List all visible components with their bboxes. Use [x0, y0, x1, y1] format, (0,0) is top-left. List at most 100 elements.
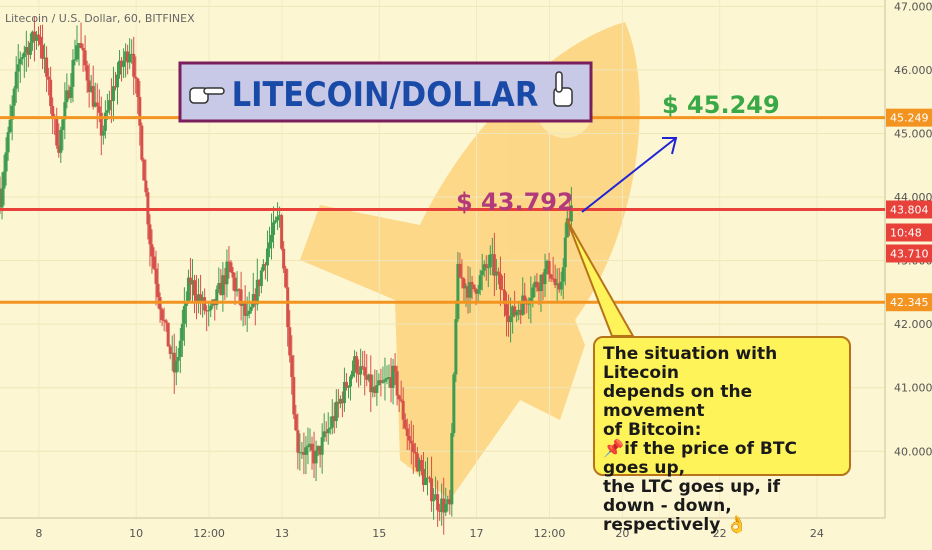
candle-body	[166, 322, 170, 347]
candle-body	[51, 106, 55, 117]
candle-body	[290, 355, 294, 378]
candle-body	[498, 273, 502, 290]
candle-body	[18, 58, 22, 65]
candle-body	[377, 380, 381, 386]
candle-body	[494, 271, 498, 276]
candle-body	[535, 281, 539, 288]
candle-body	[251, 294, 255, 307]
candle-body	[172, 352, 176, 373]
candle-body	[397, 395, 401, 400]
candle-body	[444, 503, 448, 513]
candle-body	[209, 305, 213, 311]
level-badge	[886, 108, 932, 127]
candle-body	[176, 356, 180, 361]
candle-body	[16, 64, 20, 72]
candle-body	[417, 460, 421, 472]
candle-body	[184, 302, 188, 307]
candle-body	[519, 309, 523, 315]
candle-body	[140, 125, 144, 160]
candle-body	[49, 79, 53, 107]
candle-body	[144, 180, 148, 193]
candle-body	[361, 366, 365, 368]
candle-body	[523, 295, 527, 301]
candle-body	[83, 50, 87, 66]
candle-body	[543, 268, 547, 285]
candle-body	[97, 106, 101, 113]
candle-body	[282, 248, 286, 269]
candle-body	[551, 278, 555, 280]
candle-body	[472, 284, 476, 290]
candle-body	[294, 414, 298, 431]
candle-body	[353, 356, 357, 371]
candle-body	[111, 86, 115, 101]
candle-body	[274, 220, 278, 223]
candle-body	[47, 76, 51, 80]
level-badge	[886, 200, 932, 219]
candle-body	[369, 374, 373, 393]
candle-body	[20, 57, 24, 59]
candle-body	[569, 205, 573, 222]
time-tick-label: 12:00	[193, 527, 225, 540]
time-axis[interactable]: 8 10 12:00 13 15 17 12:00 20 22 24	[35, 527, 824, 540]
candle-body	[89, 86, 93, 93]
time-tick-label: 24	[810, 527, 824, 540]
candle-body	[346, 386, 350, 388]
candle-body	[505, 304, 509, 316]
candle-body	[152, 256, 156, 269]
candle-body	[468, 282, 472, 298]
candle-body	[389, 377, 393, 388]
candle-body	[563, 237, 567, 268]
candle-body	[195, 295, 199, 302]
time-tick-label: 22	[713, 527, 727, 540]
price-tick-label: 40.000	[894, 445, 932, 458]
chart-title: LITECOIN/DOLLAR	[232, 75, 539, 115]
price-badge-label: 10:48	[890, 226, 922, 239]
candle-body	[99, 112, 103, 136]
candle-body	[379, 380, 383, 383]
price-badge	[886, 223, 932, 242]
candle-body	[126, 51, 130, 63]
candle-body	[269, 234, 273, 243]
candle-body	[292, 377, 296, 415]
candle-body	[193, 280, 197, 296]
candle-body	[231, 272, 235, 278]
candle-body	[324, 431, 328, 434]
candle-body	[136, 78, 140, 98]
candle-body	[460, 277, 464, 279]
time-tick-label: 20	[615, 527, 629, 540]
price-axis[interactable]: 47.00046.00045.00044.00043.00042.00041.0…	[894, 0, 932, 458]
price-tick-label: 45.000	[894, 127, 932, 140]
pointing-right-hand-icon	[189, 87, 225, 104]
candle-body	[482, 264, 486, 271]
candle-body	[253, 294, 257, 305]
candle-body	[549, 274, 553, 279]
candle-body	[276, 216, 280, 221]
candle-body	[314, 450, 318, 464]
candle-body	[284, 268, 288, 288]
candle-body	[470, 282, 474, 285]
candle-body	[359, 366, 363, 375]
candle-body	[124, 51, 128, 61]
price-tick-label: 42.000	[894, 318, 932, 331]
candle-body	[561, 267, 565, 282]
price-tick-label: 46.000	[894, 64, 932, 77]
level-badge-label: 43.804	[890, 203, 929, 216]
candle-body	[59, 129, 63, 153]
candle-body	[41, 44, 45, 59]
candle-body	[466, 286, 470, 298]
candle-body	[267, 242, 271, 249]
horizontal-levels[interactable]: 45.249 43.804 42.345 10:48 43.710	[0, 108, 932, 312]
candle-body	[81, 47, 85, 51]
candle-body	[24, 46, 28, 53]
candle-body	[432, 499, 436, 502]
candle-body	[85, 65, 89, 81]
candle-body	[182, 306, 186, 324]
candle-body	[237, 289, 241, 291]
level-badge-label: 42.345	[890, 296, 929, 309]
candle-body	[458, 263, 462, 278]
candle-body	[405, 428, 409, 436]
candle-body	[245, 314, 249, 316]
candle-body	[318, 446, 322, 455]
candle-body	[34, 34, 38, 41]
